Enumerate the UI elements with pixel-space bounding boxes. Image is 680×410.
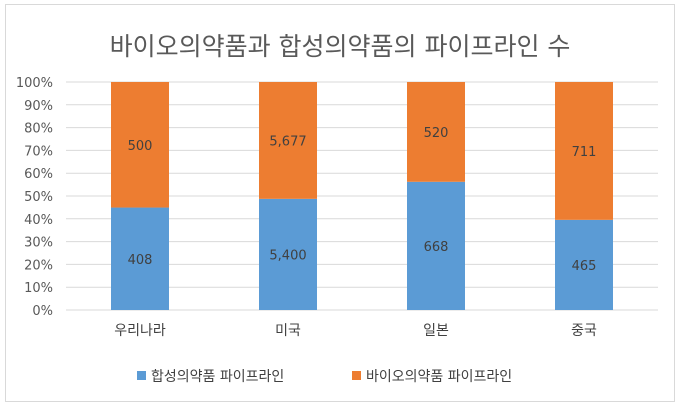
stacked-bar-chart: 바이오의약품과 합성의약품의 파이프라인 수 0% 10% 20% 30% 40% 50%…: [16, 32, 658, 385]
data-label: 520: [424, 126, 449, 141]
bar-segment: [555, 82, 613, 220]
bar-segment: [111, 82, 169, 208]
legend-label: 바이오의약품 파이프라인: [366, 369, 512, 385]
y-axis-ticks: 0% 10% 20% 30% 40% 50% 60% 70% 80% 90% 100%: [16, 76, 53, 319]
bar-segment: [407, 82, 465, 182]
bar-segment: [259, 198, 317, 310]
x-category-label: 우리나라: [114, 323, 166, 339]
bar-segment: [111, 207, 169, 310]
data-label: 500: [128, 139, 153, 154]
y-tick-label: 30%: [24, 236, 53, 251]
y-tick-label: 10%: [24, 281, 53, 296]
x-category-label: 미국: [275, 323, 301, 339]
y-tick-label: 80%: [24, 122, 53, 137]
data-label: 5,400: [269, 248, 306, 263]
data-label: 668: [424, 240, 449, 255]
y-tick-label: 60%: [24, 167, 53, 182]
y-tick-label: 90%: [24, 99, 53, 114]
bars: 408 500 5,400 5,677 668 520 465 711: [111, 82, 613, 310]
y-tick-label: 20%: [24, 258, 53, 273]
x-category-label: 중국: [571, 323, 597, 339]
chart-frame: 바이오의약품과 합성의약품의 파이프라인 수 0% 10% 20% 30% 40% 50%…: [5, 4, 675, 402]
legend-swatch: [352, 371, 361, 380]
chart-title: 바이오의약품과 합성의약품의 파이프라인 수: [110, 32, 571, 61]
data-label: 5,677: [269, 134, 306, 149]
y-tick-label: 40%: [24, 213, 53, 228]
y-tick-label: 50%: [24, 190, 53, 205]
bar-segment: [555, 219, 613, 310]
data-label: 711: [572, 145, 597, 160]
x-category-label: 일본: [423, 323, 449, 339]
bar-segment: [407, 181, 465, 310]
y-tick-label: 100%: [16, 76, 53, 91]
x-axis-labels: 우리나라 미국 일본 중국: [114, 323, 597, 339]
legend-label: 합성의약품 파이프라인: [151, 369, 284, 385]
bar-segment: [259, 82, 317, 199]
y-tick-label: 70%: [24, 144, 53, 159]
data-label: 465: [572, 259, 597, 274]
legend: 합성의약품 파이프라인 바이오의약품 파이프라인: [137, 369, 512, 385]
data-label: 408: [128, 253, 153, 268]
y-tick-label: 0%: [32, 304, 53, 319]
legend-swatch: [137, 371, 146, 380]
